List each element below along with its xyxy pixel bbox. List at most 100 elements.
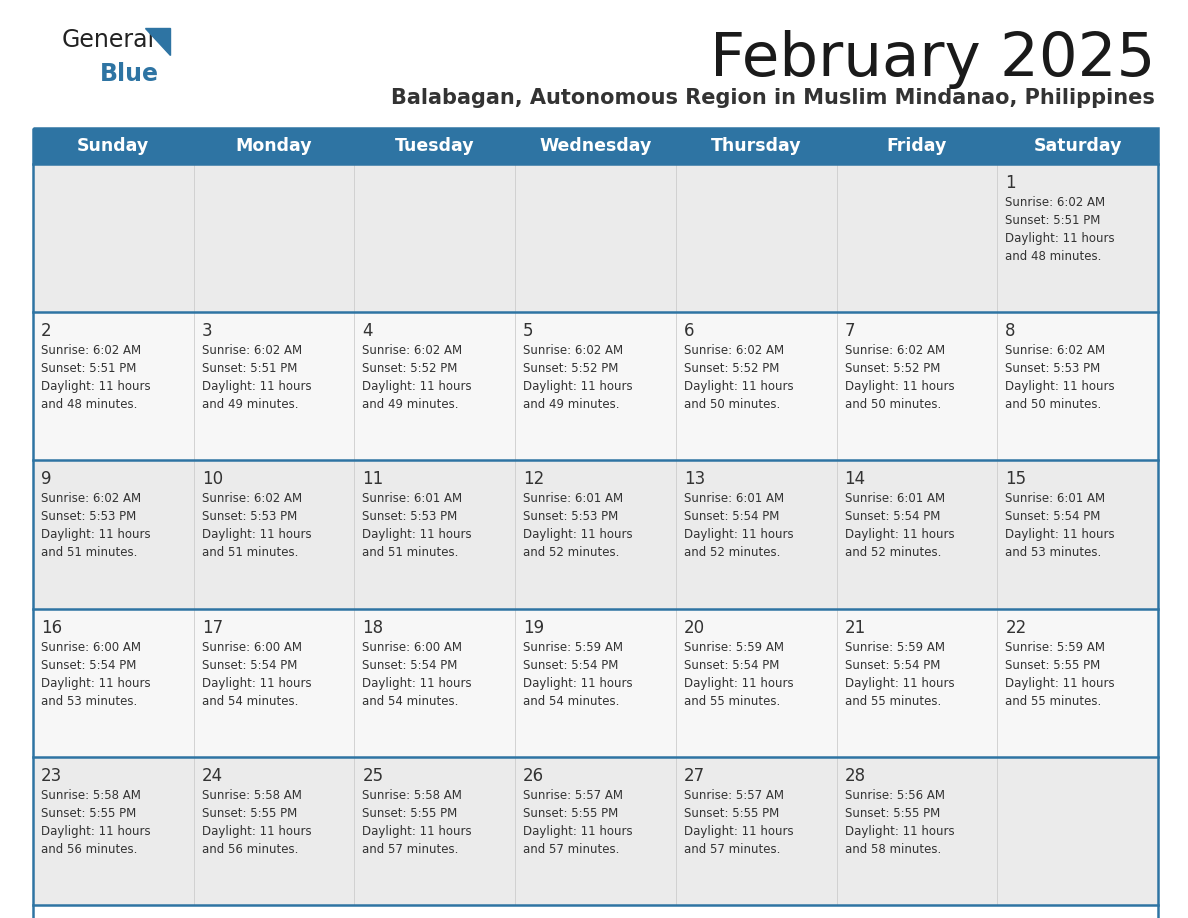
Text: Daylight: 11 hours: Daylight: 11 hours [1005,677,1114,689]
Text: Sunrise: 6:00 AM: Sunrise: 6:00 AM [362,641,462,654]
Text: Daylight: 11 hours: Daylight: 11 hours [202,677,311,689]
Text: Sunset: 5:55 PM: Sunset: 5:55 PM [845,807,940,820]
Text: Sunset: 5:54 PM: Sunset: 5:54 PM [684,658,779,672]
Text: 25: 25 [362,767,384,785]
Text: Daylight: 11 hours: Daylight: 11 hours [362,824,472,838]
Text: 13: 13 [684,470,706,488]
Text: Sunrise: 6:01 AM: Sunrise: 6:01 AM [523,492,624,506]
Text: 1: 1 [1005,174,1016,192]
Text: 11: 11 [362,470,384,488]
Polygon shape [145,28,170,55]
Text: and 49 minutes.: and 49 minutes. [362,398,459,411]
Text: and 58 minutes.: and 58 minutes. [845,843,941,856]
Text: Sunset: 5:54 PM: Sunset: 5:54 PM [202,658,297,672]
Text: 24: 24 [202,767,223,785]
Text: Sunrise: 6:02 AM: Sunrise: 6:02 AM [42,344,141,357]
Text: 14: 14 [845,470,866,488]
Bar [33,164,1158,312]
Text: Daylight: 11 hours: Daylight: 11 hours [202,380,311,393]
Text: 28: 28 [845,767,866,785]
Bar [33,128,1158,918]
Text: Sunset: 5:55 PM: Sunset: 5:55 PM [42,807,137,820]
Text: Sunset: 5:54 PM: Sunset: 5:54 PM [523,658,619,672]
Text: Sunrise: 5:59 AM: Sunrise: 5:59 AM [845,641,944,654]
Text: Sunrise: 6:02 AM: Sunrise: 6:02 AM [202,344,302,357]
Text: 9: 9 [42,470,51,488]
Text: Daylight: 11 hours: Daylight: 11 hours [845,824,954,838]
Text: and 51 minutes.: and 51 minutes. [362,546,459,559]
Text: Sunset: 5:55 PM: Sunset: 5:55 PM [523,807,619,820]
Text: Daylight: 11 hours: Daylight: 11 hours [684,529,794,542]
Text: and 57 minutes.: and 57 minutes. [362,843,459,856]
Text: 19: 19 [523,619,544,636]
Text: Sunset: 5:54 PM: Sunset: 5:54 PM [845,658,940,672]
Text: Sunrise: 5:59 AM: Sunrise: 5:59 AM [1005,641,1105,654]
Text: Daylight: 11 hours: Daylight: 11 hours [523,380,633,393]
Text: and 54 minutes.: and 54 minutes. [362,695,459,708]
Text: Sunrise: 6:00 AM: Sunrise: 6:00 AM [42,641,141,654]
Text: Blue: Blue [100,62,159,86]
Text: and 52 minutes.: and 52 minutes. [684,546,781,559]
Text: Sunrise: 6:02 AM: Sunrise: 6:02 AM [202,492,302,506]
Bar [33,128,1158,164]
Text: Sunset: 5:51 PM: Sunset: 5:51 PM [42,363,137,375]
Text: Thursday: Thursday [710,137,802,155]
Text: Sunrise: 5:58 AM: Sunrise: 5:58 AM [42,789,141,801]
Bar [33,609,1158,756]
Text: 27: 27 [684,767,704,785]
Text: Daylight: 11 hours: Daylight: 11 hours [1005,529,1114,542]
Text: Daylight: 11 hours: Daylight: 11 hours [684,380,794,393]
Text: Daylight: 11 hours: Daylight: 11 hours [523,824,633,838]
Text: Monday: Monday [235,137,312,155]
Text: Sunrise: 6:02 AM: Sunrise: 6:02 AM [1005,344,1105,357]
Text: Sunset: 5:53 PM: Sunset: 5:53 PM [362,510,457,523]
Text: Sunrise: 6:02 AM: Sunrise: 6:02 AM [1005,196,1105,209]
Text: Sunset: 5:51 PM: Sunset: 5:51 PM [202,363,297,375]
Text: Sunrise: 6:01 AM: Sunrise: 6:01 AM [845,492,944,506]
Text: Sunset: 5:54 PM: Sunset: 5:54 PM [1005,510,1100,523]
Text: and 53 minutes.: and 53 minutes. [42,695,138,708]
Text: Daylight: 11 hours: Daylight: 11 hours [362,380,472,393]
Text: and 57 minutes.: and 57 minutes. [684,843,781,856]
Text: 6: 6 [684,322,694,341]
Text: Daylight: 11 hours: Daylight: 11 hours [845,529,954,542]
Bar [33,312,1158,461]
Text: Sunset: 5:54 PM: Sunset: 5:54 PM [42,658,137,672]
Text: and 56 minutes.: and 56 minutes. [202,843,298,856]
Text: and 48 minutes.: and 48 minutes. [1005,250,1101,263]
Text: 22: 22 [1005,619,1026,636]
Text: 16: 16 [42,619,62,636]
Text: and 49 minutes.: and 49 minutes. [202,398,298,411]
Text: and 52 minutes.: and 52 minutes. [523,546,619,559]
Text: and 52 minutes.: and 52 minutes. [845,546,941,559]
Text: Sunset: 5:53 PM: Sunset: 5:53 PM [42,510,137,523]
Text: Daylight: 11 hours: Daylight: 11 hours [202,529,311,542]
Text: Sunset: 5:54 PM: Sunset: 5:54 PM [362,658,457,672]
Text: 2: 2 [42,322,51,341]
Text: Sunrise: 5:58 AM: Sunrise: 5:58 AM [202,789,302,801]
Text: Friday: Friday [886,137,947,155]
Text: Sunrise: 6:01 AM: Sunrise: 6:01 AM [362,492,462,506]
Text: Sunset: 5:51 PM: Sunset: 5:51 PM [1005,214,1100,227]
Text: 26: 26 [523,767,544,785]
Text: Sunrise: 5:58 AM: Sunrise: 5:58 AM [362,789,462,801]
Text: and 54 minutes.: and 54 minutes. [202,695,298,708]
Text: 10: 10 [202,470,223,488]
Text: Daylight: 11 hours: Daylight: 11 hours [42,677,151,689]
Text: 5: 5 [523,322,533,341]
Text: Sunset: 5:52 PM: Sunset: 5:52 PM [523,363,619,375]
Text: Daylight: 11 hours: Daylight: 11 hours [42,380,151,393]
Text: Daylight: 11 hours: Daylight: 11 hours [42,824,151,838]
Text: Daylight: 11 hours: Daylight: 11 hours [362,677,472,689]
Text: Saturday: Saturday [1034,137,1121,155]
Text: and 54 minutes.: and 54 minutes. [523,695,619,708]
Text: Sunrise: 6:01 AM: Sunrise: 6:01 AM [684,492,784,506]
Text: Balabagan, Autonomous Region in Muslim Mindanao, Philippines: Balabagan, Autonomous Region in Muslim M… [391,88,1155,108]
Text: 8: 8 [1005,322,1016,341]
Bar [33,756,1158,905]
Text: and 55 minutes.: and 55 minutes. [1005,695,1101,708]
Text: February 2025: February 2025 [709,30,1155,89]
Text: and 55 minutes.: and 55 minutes. [845,695,941,708]
Text: Sunset: 5:55 PM: Sunset: 5:55 PM [1005,658,1100,672]
Text: Daylight: 11 hours: Daylight: 11 hours [684,824,794,838]
